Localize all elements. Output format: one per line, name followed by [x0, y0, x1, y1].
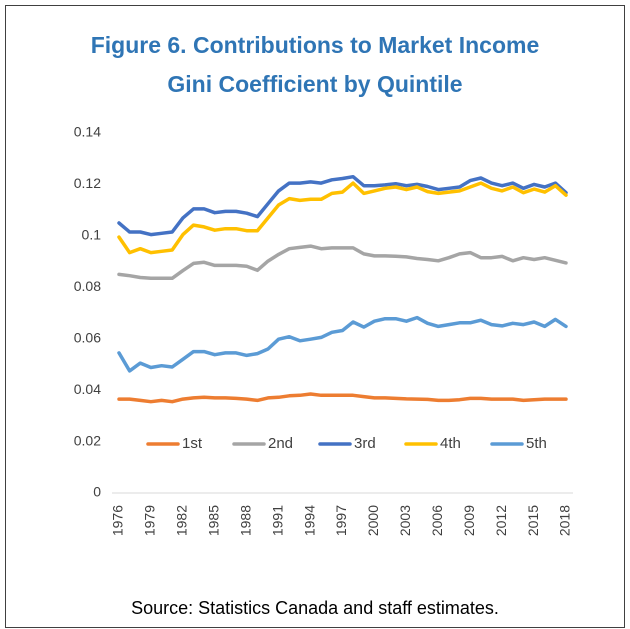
- series-line: [117, 392, 568, 404]
- x-tick-label: 1997: [333, 505, 349, 536]
- x-tick-label: 2000: [365, 505, 381, 536]
- chart-title: Figure 6. Contributions to Market Income: [91, 32, 540, 58]
- x-tick-label: 1976: [110, 505, 126, 536]
- legend-label: 1st: [182, 435, 203, 452]
- y-tick-label: 0.06: [74, 329, 101, 345]
- y-tick-label: 0.12: [74, 175, 101, 191]
- legend-label: 4th: [440, 435, 461, 452]
- series-line: [117, 181, 568, 255]
- x-tick-label: 2006: [429, 505, 445, 536]
- y-tick-label: 0.14: [74, 124, 101, 140]
- x-tick-label: 2012: [493, 505, 509, 536]
- y-tick-label: 0.04: [74, 381, 101, 397]
- x-tick-label: 2015: [525, 505, 541, 536]
- y-tick-label: 0.02: [74, 432, 101, 448]
- source-note: Source: Statistics Canada and staff esti…: [131, 598, 499, 618]
- series-line: [117, 244, 568, 281]
- x-tick-label: 1991: [269, 505, 285, 536]
- x-tick-label: 1982: [174, 505, 190, 536]
- y-tick-label: 0.08: [74, 278, 101, 294]
- series-line: [117, 174, 568, 237]
- frame: [5, 5, 625, 628]
- x-tick-label: 1988: [237, 505, 253, 536]
- series-line: [117, 315, 568, 373]
- x-tick-label: 2003: [397, 505, 413, 536]
- chart-title: Gini Coefficient by Quintile: [167, 71, 462, 97]
- y-tick-label: 0: [93, 484, 101, 500]
- y-tick-label: 0.1: [82, 227, 102, 243]
- legend-label: 2nd: [268, 435, 293, 452]
- x-tick-label: 2009: [461, 505, 477, 536]
- x-tick-label: 1994: [301, 505, 317, 536]
- x-tick-label: 1979: [142, 505, 158, 536]
- x-tick-label: 2018: [557, 505, 573, 536]
- legend-label: 5th: [526, 435, 547, 452]
- x-tick-label: 1985: [205, 505, 221, 536]
- legend-label: 3rd: [354, 435, 376, 452]
